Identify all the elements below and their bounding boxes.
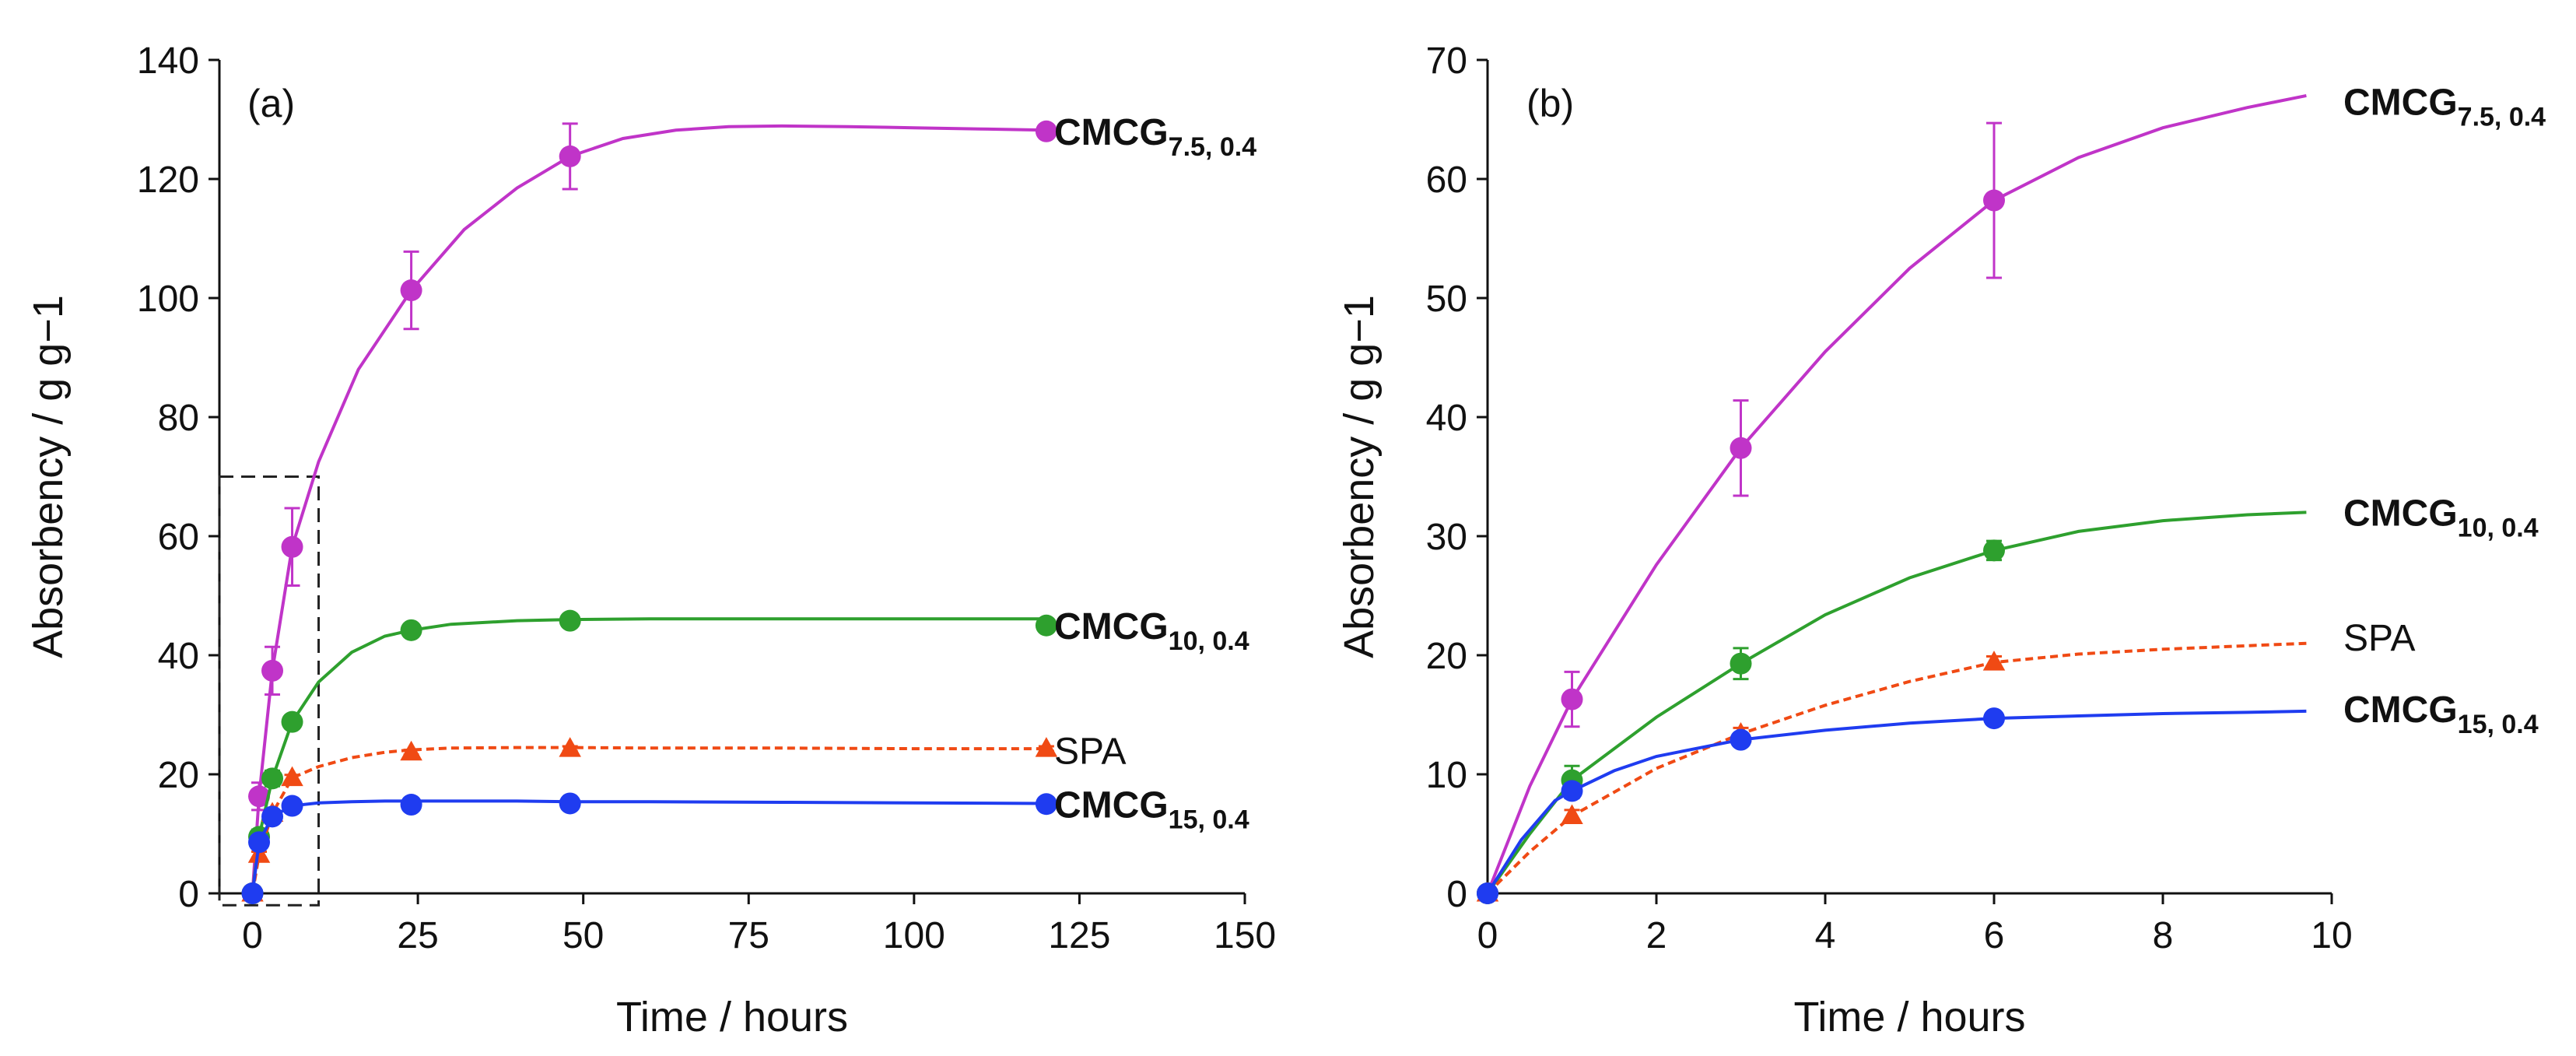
y-tick-label: 40 [158, 636, 199, 677]
y-tick-label: 60 [1426, 160, 1467, 201]
x-tick-label: 10 [2311, 915, 2352, 956]
series-line-spa [251, 746, 1046, 894]
y-tick-label: 60 [158, 517, 199, 558]
data-point [1983, 707, 2005, 730]
data-point [1730, 652, 1752, 675]
y-tick-label: 10 [1426, 755, 1467, 796]
data-point [281, 710, 303, 733]
series-label-cmcg15: CMCG15, 0.4 [1054, 784, 1249, 834]
data-point [1730, 437, 1752, 459]
y-axis-title: Absorbency / g g−1 [1336, 295, 1383, 658]
y-tick-label: 50 [1426, 279, 1467, 320]
x-axis-title: Time / hours [1793, 994, 2025, 1040]
series-cmcg15: CMCG15, 0.4 [241, 784, 1249, 904]
y-tick-label: 100 [137, 279, 199, 320]
panel-label: (a) [247, 82, 295, 125]
y-tick-label: 0 [1446, 874, 1467, 915]
data-point [1035, 614, 1057, 637]
series-label-cmcg10: CMCG10, 0.4 [1054, 606, 1249, 656]
x-axis-title: Time / hours [616, 994, 848, 1040]
y-tick-label: 140 [137, 40, 199, 82]
data-point [1035, 793, 1057, 816]
data-point [1477, 882, 1498, 904]
x-tick-label: 150 [1214, 915, 1276, 956]
series-line-spa [1486, 641, 2307, 895]
data-point [1561, 688, 1583, 710]
series-cmcg15: CMCG15, 0.4 [1477, 689, 2539, 904]
data-point [261, 767, 284, 790]
y-tick-label: 20 [1426, 636, 1467, 677]
data-point [559, 145, 581, 167]
data-point [1982, 651, 2006, 671]
y-tick-label: 0 [178, 874, 199, 915]
series-label-cmcg75: CMCG7.5, 0.4 [1054, 112, 1256, 162]
series-cmcg10: CMCG10, 0.4 [241, 606, 1249, 904]
panel-a: 0 20 40 60 80 100 120 140 0 25 50 75 100 125 150 Time /… [25, 40, 1276, 1040]
series-line-cmcg75 [1486, 93, 2307, 894]
x-tick-label: 50 [563, 915, 604, 956]
data-point [400, 740, 422, 761]
x-tick-label: 6 [1984, 915, 2005, 956]
data-point [281, 535, 303, 558]
x-tick-label: 8 [2153, 915, 2174, 956]
x-tick-label: 4 [1815, 915, 1836, 956]
series-line-cmcg10 [251, 617, 1046, 894]
series-line-cmcg10 [1486, 510, 2307, 895]
data-point [248, 831, 271, 854]
data-point [281, 795, 303, 817]
series-cmcg75: CMCG7.5, 0.4 [1477, 82, 2546, 904]
panel-b: 0 10 20 30 40 50 60 70 0 2 4 6 8 10 Time / hours Absorb… [1336, 40, 2546, 1040]
data-point [261, 659, 284, 682]
data-point [1035, 737, 1058, 757]
data-point [1983, 539, 2005, 562]
data-point [559, 737, 581, 757]
x-tick-label: 25 [397, 915, 438, 956]
y-tick-label: 70 [1426, 40, 1467, 82]
series-label-cmcg15: CMCG15, 0.4 [2343, 689, 2539, 739]
data-point [1561, 780, 1583, 802]
series-label-spa: SPA [1054, 731, 1126, 772]
data-point [1983, 189, 2005, 212]
y-tick-label: 30 [1426, 517, 1467, 558]
data-point [400, 279, 422, 302]
y-axis-title: Absorbency / g g−1 [25, 295, 72, 658]
x-tick-label: 0 [1477, 915, 1498, 956]
data-point [241, 882, 264, 904]
panel-label: (b) [1526, 82, 1574, 125]
x-tick-label: 100 [883, 915, 945, 956]
series-line-cmcg15 [1486, 709, 2307, 895]
series-line-cmcg15 [251, 799, 1046, 894]
series-line-cmcg75 [251, 124, 1046, 894]
x-tick-label: 0 [242, 915, 263, 956]
x-tick-label: 75 [728, 915, 769, 956]
y-tick-label: 80 [158, 398, 199, 439]
data-point [559, 609, 581, 632]
series-label-cmcg75: CMCG7.5, 0.4 [2343, 82, 2546, 132]
x-tick-label: 2 [1646, 915, 1667, 956]
data-point [1561, 804, 1583, 825]
data-point [261, 805, 284, 828]
series-label-cmcg10: CMCG10, 0.4 [2343, 493, 2539, 542]
zoom-region-box [218, 475, 321, 907]
y-tick-label: 120 [137, 160, 199, 201]
series-spa: SPA [1476, 618, 2415, 902]
data-point [281, 766, 303, 787]
data-point [248, 785, 271, 808]
series-spa: SPA [241, 731, 1126, 902]
data-point [400, 794, 422, 816]
data-point [1730, 728, 1752, 751]
series-label-spa: SPA [2343, 618, 2415, 659]
x-tick-label: 125 [1048, 915, 1110, 956]
data-point [1035, 120, 1057, 142]
y-tick-label: 40 [1426, 398, 1467, 439]
y-tick-label: 20 [158, 755, 199, 796]
data-point [559, 792, 581, 815]
data-point [400, 619, 422, 641]
